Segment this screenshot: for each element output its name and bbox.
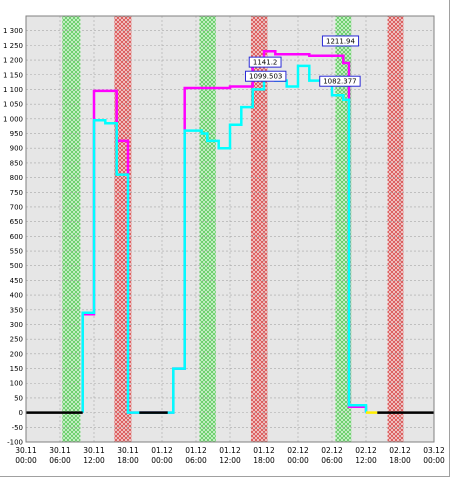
band-5 xyxy=(387,16,404,442)
annotation-label-2: 1099.503 xyxy=(249,73,282,81)
y-tick-label-1: -50 xyxy=(12,424,23,432)
x-tick-date-4: 01.12 xyxy=(151,446,173,455)
x-tick-date-8: 02.12 xyxy=(287,446,309,455)
x-tick-time-6: 12:00 xyxy=(219,456,241,465)
y-tick-label-12: 500 xyxy=(10,262,23,270)
x-tick-date-2: 30.11 xyxy=(83,446,105,455)
band-0 xyxy=(62,16,81,442)
bands-layer xyxy=(62,16,404,442)
x-tick-date-12: 03.12 xyxy=(423,446,445,455)
x-tick-time-5: 06:00 xyxy=(185,456,207,465)
y-tick-label-14: 600 xyxy=(10,233,23,241)
annotation-box-2 xyxy=(245,70,287,82)
y-tick-label-17: 750 xyxy=(10,189,23,197)
annotation-box-1 xyxy=(248,56,282,68)
y-tick-label-24: 1 100 xyxy=(3,86,23,94)
band-4 xyxy=(335,16,352,442)
y-tick-label-23: 1 050 xyxy=(3,101,23,109)
x-tick-date-7: 01.12 xyxy=(253,446,275,455)
x-tick-time-8: 00:00 xyxy=(287,456,309,465)
x-tick-date-11: 02.12 xyxy=(389,446,411,455)
x-tick-date-9: 02.12 xyxy=(321,446,343,455)
band-2 xyxy=(199,16,216,442)
y-tick-label-9: 350 xyxy=(10,306,23,314)
y-tick-label-22: 1 000 xyxy=(3,115,23,123)
annotation-label-3: 1082.377 xyxy=(323,78,356,86)
y-tick-label-0: -100 xyxy=(7,439,23,447)
x-tick-date-6: 01.12 xyxy=(219,446,241,455)
y-tick-label-8: 300 xyxy=(10,321,23,329)
x-tick-date-3: 30.11 xyxy=(117,446,139,455)
y-tick-label-16: 700 xyxy=(10,203,23,211)
annotation-box-3 xyxy=(319,75,361,87)
x-tick-date-0: 30.11 xyxy=(15,446,37,455)
y-tick-label-26: 1 200 xyxy=(3,57,23,65)
y-tick-label-10: 400 xyxy=(10,292,23,300)
x-tick-time-4: 00:00 xyxy=(151,456,173,465)
y-tick-label-18: 800 xyxy=(10,174,23,182)
y-tick-label-20: 900 xyxy=(10,145,23,153)
y-tick-label-4: 100 xyxy=(10,380,23,388)
y-tick-label-27: 1 250 xyxy=(3,42,23,50)
y-tick-label-21: 950 xyxy=(10,130,23,138)
y-tick-label-25: 1 150 xyxy=(3,71,23,79)
annotation-label-1: 1141.2 xyxy=(253,59,278,67)
plot-border xyxy=(25,15,435,443)
y-tick-label-3: 50 xyxy=(14,394,23,402)
annotation-layer: 1211.94 1141.2 1099.503 1082.377 xyxy=(245,35,361,87)
y-tick-label-15: 650 xyxy=(10,218,23,226)
x-tick-time-11: 18:00 xyxy=(389,456,411,465)
y-tick-label-28: 1 300 xyxy=(3,27,23,35)
y-tick-labels: -100 -50 0 50 100 150 200 250 300 350 400 450 500 550… xyxy=(3,27,23,446)
x-tick-date-1: 30.11 xyxy=(49,446,71,455)
y-tick-label-5: 150 xyxy=(10,365,23,373)
x-tick-time-2: 12:00 xyxy=(83,456,105,465)
annotation-box-0 xyxy=(321,35,360,47)
x-tick-time-0: 00:00 xyxy=(15,456,37,465)
y-tick-label-6: 200 xyxy=(10,350,23,358)
x-tick-time-3: 18:00 xyxy=(117,456,139,465)
y-tick-label-7: 250 xyxy=(10,336,23,344)
x-tick-labels: 30.1100:0030.1106:0030.1112:0030.1118:00… xyxy=(15,446,445,465)
annotation-label-0: 1211.94 xyxy=(326,37,355,45)
x-tick-time-10: 12:00 xyxy=(355,456,377,465)
x-tick-date-10: 02.12 xyxy=(355,446,377,455)
x-tick-date-5: 01.12 xyxy=(185,446,207,455)
y-tick-label-2: 0 xyxy=(19,409,23,417)
y-tick-label-11: 450 xyxy=(10,277,23,285)
x-tick-time-7: 18:00 xyxy=(253,456,275,465)
x-tick-time-9: 06:00 xyxy=(321,456,343,465)
x-tick-time-12: 00:00 xyxy=(423,456,445,465)
y-tick-label-13: 550 xyxy=(10,248,23,256)
series-line-0 xyxy=(81,50,368,414)
band-3 xyxy=(250,16,268,442)
x-tick-time-1: 06:00 xyxy=(49,456,71,465)
y-tick-label-19: 850 xyxy=(10,159,23,167)
